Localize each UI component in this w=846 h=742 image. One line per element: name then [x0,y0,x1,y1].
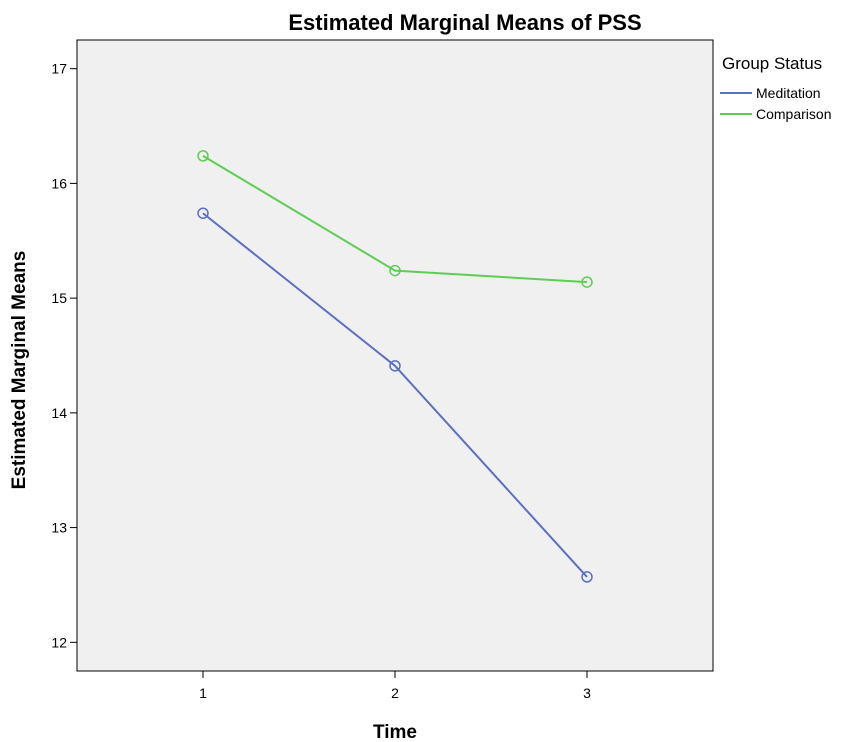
y-tick-label: 17 [51,61,67,77]
x-tick-label: 2 [391,685,399,701]
x-axis-title: Time [373,722,417,742]
legend-title: Group Status [722,54,822,73]
data-point-comparison [389,264,401,277]
series-comparison [197,150,593,288]
y-axis: 12 13 14 15 16 17 [51,61,77,650]
x-tick-label: 1 [199,685,207,701]
data-point-meditation [581,571,593,583]
legend-label-meditation: Meditation [756,85,821,101]
legend-label-comparison: Comparison [756,106,831,122]
data-point-comparison [581,276,593,288]
legend-items: Meditation Comparison [720,85,831,122]
y-tick-label: 13 [51,520,67,536]
y-tick-label: 12 [51,634,67,650]
plot-area [76,39,714,672]
y-tick-label: 16 [51,175,67,191]
series-layer [197,150,593,583]
y-tick-label: 14 [51,405,67,421]
data-point-comparison [197,150,209,162]
y-tick-label: 15 [51,290,67,306]
y-axis-title: Estimated Marginal Means [9,251,30,490]
series-meditation [197,207,593,583]
chart-title: Estimated Marginal Means of PSS [288,10,641,35]
data-point-meditation [197,207,209,219]
series-line-meditation [202,212,588,578]
data-point-meditation [389,360,401,372]
x-axis: 1 2 3 [199,671,591,701]
legend: Group Status Meditation Comparison [720,54,831,122]
series-line-comparison [202,155,588,284]
x-tick-label: 3 [583,685,591,701]
